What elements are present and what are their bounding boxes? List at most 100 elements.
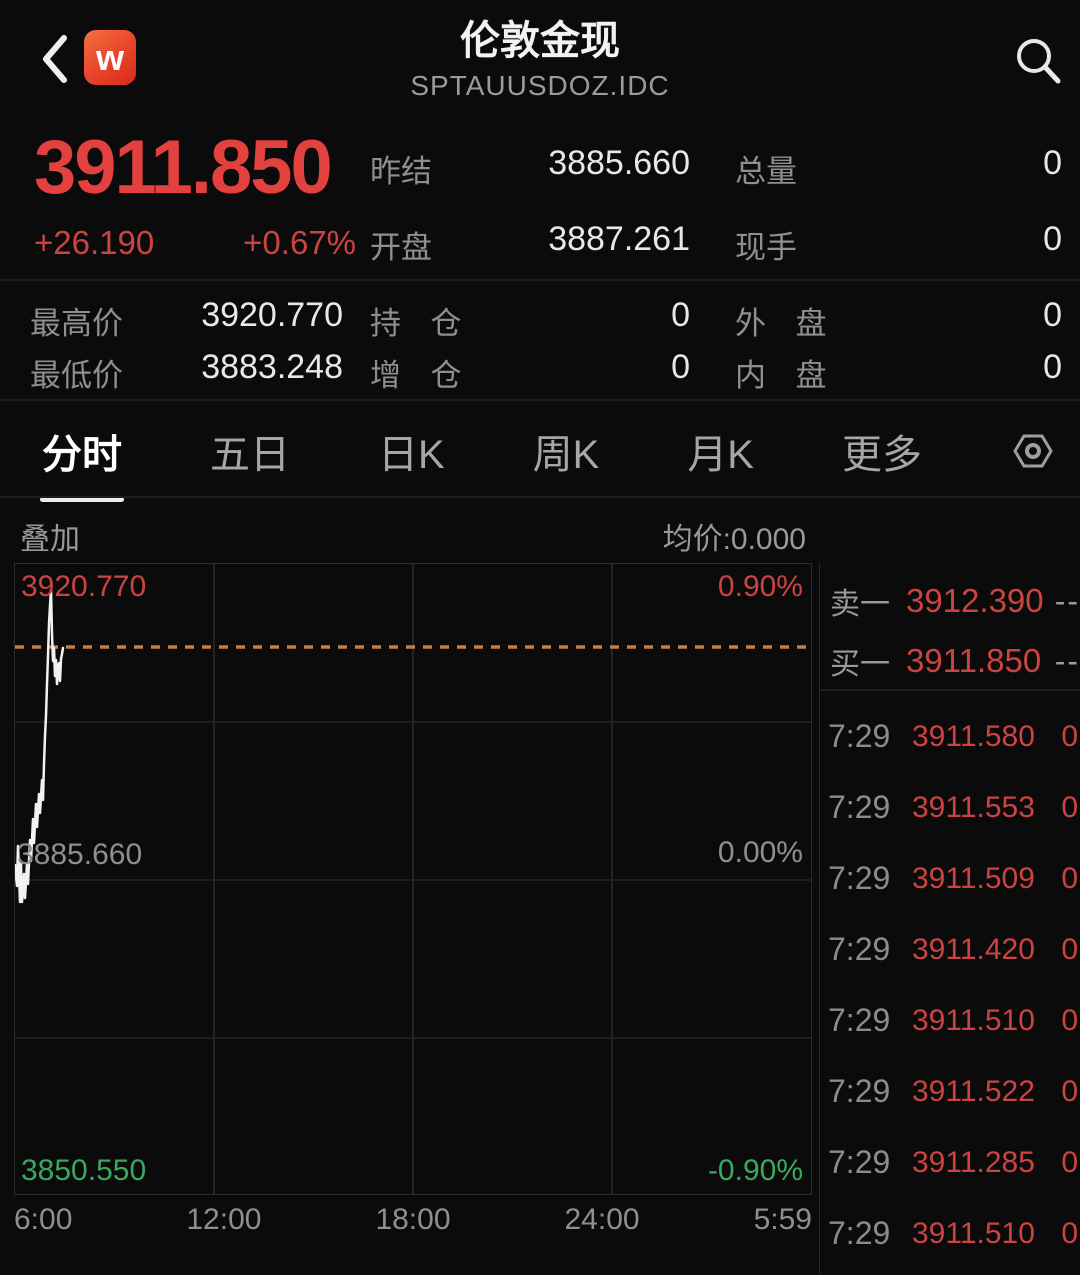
trade-time: 7:29 [828,931,891,967]
trade-time: 7:29 [828,860,891,896]
trade-time: 7:29 [828,1144,891,1180]
trade-row: 7:29 3911.553 0 [820,772,1080,843]
trade-row: 7:29 3911.509 0 [820,843,1080,914]
chart-low-label: 3850.550 [21,1154,147,1187]
divider [820,689,1080,691]
axis-tick: 24:00 [564,1203,640,1236]
average-price-label: 均价:0.000 [662,523,806,556]
current-volume-label: 现手 [735,230,797,265]
trade-volume: 0 [1061,861,1078,895]
trade-price: 3911.553 [912,790,1035,824]
position-value: 0 [671,296,690,334]
inner-volume-value: 0 [1043,348,1062,386]
tab-more[interactable]: 更多 [841,432,922,477]
trade-volume: 0 [1061,719,1078,753]
ask-price: 3912.390 [906,582,1044,619]
open-label: 开盘 [370,230,432,265]
position-change-label: 增仓 [370,358,491,393]
tab-daily-k[interactable]: 日K [377,432,445,477]
ask-row: 卖一 3912.390 -- [820,571,1080,631]
trade-row: 7:29 3911.510 0 [820,985,1080,1056]
time-axis: 6:00 12:00 18:00 24:00 5:59 [14,1203,812,1237]
overlay-button[interactable]: 叠加 [20,523,80,556]
wind-app-logo[interactable]: w [84,30,136,85]
open-value: 3887.261 [548,220,690,258]
bid-row: 买一 3911.850 -- [820,631,1080,691]
tab-monthly-k[interactable]: 月K [687,432,754,477]
total-volume-value: 0 [1043,144,1062,182]
position-label: 持仓 [370,306,491,341]
chart-mid-percent: 0.00% [717,836,803,869]
trade-volume: 0 [1061,790,1078,824]
trade-time: 7:29 [828,1073,891,1109]
ask-label: 卖一 [830,588,890,621]
trade-price: 3911.285 [912,1145,1035,1179]
last-price: 3911.850 [34,125,333,210]
price-change-percent: +0.67% [243,224,356,261]
low-value: 3883.248 [201,348,343,386]
trade-volume: 0 [1061,1074,1078,1108]
position-change-value: 0 [671,348,690,386]
bid-label: 买一 [830,648,890,681]
prev-close-label: 昨结 [370,154,432,189]
minute-line [15,588,65,904]
trade-row: 7:29 3911.420 0 [820,914,1080,985]
trade-price: 3911.509 [912,861,1035,895]
trade-row: 7:29 3911.522 0 [820,1056,1080,1127]
chart-canvas [15,564,811,1194]
current-volume-value: 0 [1043,220,1062,258]
trade-price: 3911.420 [912,932,1035,966]
axis-tick: 12:00 [186,1203,262,1236]
trade-row: 7:29 3911.510 0 [820,1198,1080,1269]
trade-volume: 0 [1061,1216,1078,1250]
trade-row: 7:29 3911.580 0 [820,701,1080,772]
chart-low-percent: -0.90% [707,1154,803,1187]
tab-minute[interactable]: 分时 [42,422,122,480]
outer-volume-value: 0 [1043,296,1062,334]
order-book-panel: 卖一 3912.390 -- 买一 3911.850 -- 7:29 3911.… [819,563,1080,1275]
ticker-code: SPTAUUSDOZ.IDC [410,70,670,101]
high-label: 最高价 [30,306,123,341]
period-tab-bar: 分时 五日 日K 周K 月K 更多 [0,404,1080,497]
trade-row: 7:29 3911.285 0 [820,1127,1080,1198]
settings-icon[interactable] [1010,428,1056,474]
outer-volume-label: 外盘 [735,306,856,341]
tab-weekly-k[interactable]: 周K [532,432,600,477]
chart-high-label: 3920.770 [21,570,147,603]
trade-price: 3911.510 [912,1003,1035,1037]
axis-tick: 18:00 [375,1203,451,1236]
minute-chart[interactable]: 3920.770 0.90% 3885.660 0.00% 3850.550 -… [14,563,812,1195]
trade-volume: 0 [1061,1003,1078,1037]
trade-time: 7:29 [828,1002,891,1038]
bid-volume: -- [1054,642,1080,679]
chart-high-percent: 0.90% [717,570,803,603]
trade-price: 3911.580 [912,719,1035,753]
trade-volume: 0 [1061,1145,1078,1179]
search-icon[interactable] [1012,34,1064,86]
back-icon[interactable] [40,34,70,84]
page-title: 伦敦金现 [460,19,620,63]
trade-price: 3911.522 [912,1074,1035,1108]
bid-price: 3911.850 [906,642,1042,679]
trade-time: 7:29 [828,718,891,754]
trade-time: 7:29 [828,1215,891,1251]
inner-volume-label: 内盘 [735,358,856,393]
axis-tick: 5:59 [753,1203,812,1236]
price-change: +26.190 [34,224,155,261]
total-volume-label: 总量 [735,154,797,189]
trade-time: 7:29 [828,789,891,825]
prev-close-value: 3885.660 [548,144,690,182]
low-label: 最低价 [30,358,123,393]
trade-volume: 0 [1061,932,1078,966]
tab-five-day[interactable]: 五日 [209,432,290,477]
divider [0,399,1080,401]
high-value: 3920.770 [201,296,343,334]
chart-mid-label: 3885.660 [17,838,143,871]
trade-price: 3911.510 [912,1216,1035,1250]
divider [0,496,1080,498]
ask-volume: -- [1054,582,1080,619]
divider [0,279,1080,281]
time-sales-list[interactable]: 7:29 3911.580 0 7:29 3911.553 0 7:29 391… [820,701,1080,1269]
axis-tick: 6:00 [14,1203,73,1236]
